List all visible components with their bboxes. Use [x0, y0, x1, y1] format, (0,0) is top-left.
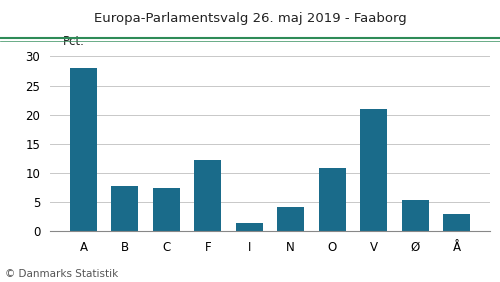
Text: Pct.: Pct. — [62, 35, 84, 48]
Bar — [318, 168, 345, 231]
Bar — [194, 160, 222, 231]
Bar — [278, 207, 304, 231]
Text: © Danmarks Statistik: © Danmarks Statistik — [5, 269, 118, 279]
Bar — [360, 109, 387, 231]
Text: Europa-Parlamentsvalg 26. maj 2019 - Faaborg: Europa-Parlamentsvalg 26. maj 2019 - Faa… — [94, 12, 406, 25]
Bar — [112, 186, 138, 231]
Bar — [70, 68, 97, 231]
Bar — [443, 214, 470, 231]
Bar — [236, 223, 262, 231]
Bar — [153, 188, 180, 231]
Bar — [402, 200, 428, 231]
